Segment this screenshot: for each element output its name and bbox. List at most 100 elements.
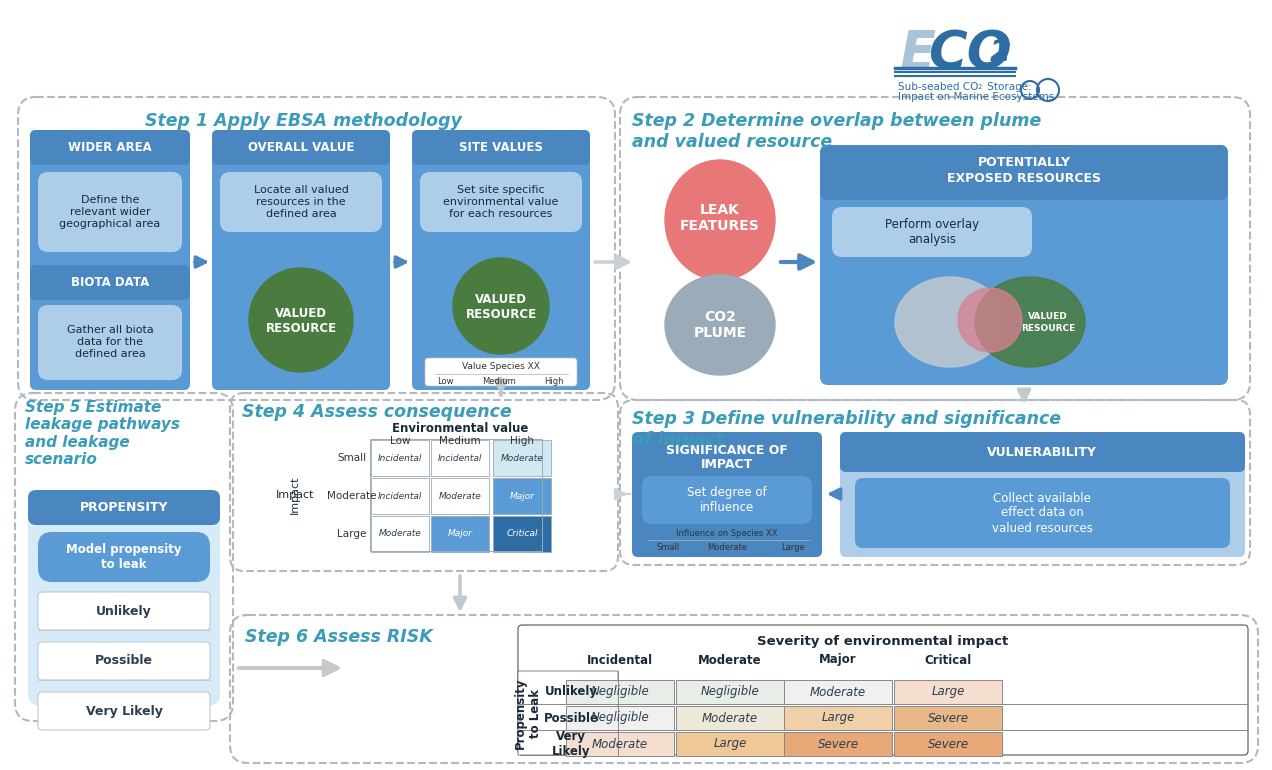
Text: 2: 2 [990,38,1011,67]
Text: Critical: Critical [506,530,538,538]
Text: RESOURCE: RESOURCE [1021,323,1075,333]
Text: SIGNIFICANCE OF: SIGNIFICANCE OF [667,444,787,457]
Text: Major: Major [510,491,534,500]
Text: Moderate: Moderate [379,530,421,538]
Bar [784,680,892,704]
Text: Low: Low [436,377,453,386]
Text: Sub-seabed CO: Sub-seabed CO [898,82,978,92]
FancyBboxPatch shape [855,478,1230,548]
Bar [784,706,892,730]
FancyBboxPatch shape [820,145,1227,200]
Text: VALUED: VALUED [275,306,327,320]
Text: Impact on Marine Ecosystems: Impact on Marine Ecosystems [898,92,1054,102]
Ellipse shape [895,277,1005,367]
Text: Large: Large [822,711,855,725]
FancyBboxPatch shape [28,490,220,525]
FancyBboxPatch shape [212,130,391,390]
Text: Step 3 Define vulnerability and significance
of impact: Step 3 Define vulnerability and signific… [632,410,1061,449]
Text: Storage:: Storage: [985,82,1032,92]
Text: FEATURES: FEATURES [681,219,759,233]
Text: Value Species XX: Value Species XX [462,361,539,370]
FancyBboxPatch shape [412,130,590,390]
Text: BIOTA DATA: BIOTA DATA [71,276,149,289]
Bar [784,732,892,756]
Text: Medium: Medium [439,436,481,446]
Text: PLUME: PLUME [693,326,747,340]
Circle shape [958,288,1021,352]
Text: Incidental: Incidental [378,491,422,500]
Text: Very
Likely: Very Likely [552,730,590,758]
Text: Low: Low [389,436,411,446]
Text: Large: Large [781,544,805,553]
FancyBboxPatch shape [31,130,190,390]
Text: Moderate: Moderate [591,738,647,751]
Text: LEAK: LEAK [700,203,740,217]
Bar [431,516,488,552]
Text: Define the
relevant wider
geographical area: Define the relevant wider geographical a… [60,196,160,229]
Text: Unlikely: Unlikely [97,604,151,618]
Text: 2: 2 [978,84,982,90]
FancyBboxPatch shape [518,625,1248,755]
Text: Step 5 Estimate
leakage pathways
and leakage
scenario: Step 5 Estimate leakage pathways and lea… [25,400,181,467]
Text: SITE VALUES: SITE VALUES [459,140,543,153]
Text: VULNERABILITY: VULNERABILITY [987,446,1096,458]
FancyBboxPatch shape [220,172,382,232]
Bar [431,478,488,514]
Text: Moderate: Moderate [327,491,377,501]
Bar [894,732,1002,756]
Bar [566,732,674,756]
Text: Moderate: Moderate [501,454,543,463]
Text: Step 6 Assess RISK: Step 6 Assess RISK [245,628,432,646]
FancyBboxPatch shape [38,532,210,582]
Text: Environmental value: Environmental value [392,421,528,434]
Text: Collect available
effect data on
valued resources: Collect available effect data on valued … [992,491,1093,534]
Text: RESOURCE: RESOURCE [466,307,537,320]
Text: PROPENSITY: PROPENSITY [80,500,168,514]
Text: Large: Large [337,529,366,539]
FancyBboxPatch shape [31,265,190,300]
Text: Very Likely: Very Likely [85,705,163,718]
Text: VALUED: VALUED [1028,312,1068,320]
FancyBboxPatch shape [632,432,822,557]
FancyBboxPatch shape [820,145,1227,385]
Text: Small: Small [337,453,366,463]
Text: Propensity
to Leak: Propensity to Leak [514,678,542,748]
Text: OVERALL VALUE: OVERALL VALUE [248,140,354,153]
Text: Incidental: Incidental [586,654,653,667]
Bar [371,440,429,476]
Text: Severe: Severe [927,738,968,751]
Text: Moderate: Moderate [707,544,747,553]
FancyBboxPatch shape [38,592,210,630]
Bar [566,680,674,704]
Text: RESOURCE: RESOURCE [266,322,337,334]
Bar [894,706,1002,730]
FancyBboxPatch shape [425,358,577,386]
Ellipse shape [665,275,775,375]
FancyBboxPatch shape [840,432,1245,472]
Text: Moderate: Moderate [439,491,481,500]
Text: Unlikely: Unlikely [544,685,598,698]
Text: Moderate: Moderate [810,685,866,698]
FancyBboxPatch shape [38,172,182,252]
Circle shape [249,268,354,372]
Ellipse shape [976,277,1085,367]
Ellipse shape [665,160,775,280]
Text: E: E [901,28,936,80]
FancyBboxPatch shape [38,642,210,680]
Text: Possible: Possible [95,654,153,668]
FancyBboxPatch shape [420,172,583,232]
FancyBboxPatch shape [38,692,210,730]
Text: Step 4 Assess consequence: Step 4 Assess consequence [242,403,511,421]
Bar [494,478,551,514]
Text: Step 2 Determine overlap between plume
and valued resource: Step 2 Determine overlap between plume a… [632,112,1042,151]
Bar [371,516,429,552]
Bar [494,440,551,476]
FancyBboxPatch shape [642,476,812,524]
Text: Medium: Medium [482,377,516,386]
Text: Step 1 Apply EBSA methodology: Step 1 Apply EBSA methodology [145,112,462,130]
Text: Critical: Critical [925,654,972,667]
Text: CO2: CO2 [705,310,736,324]
Bar [494,516,551,552]
Text: Set site specific
environmental value
for each resources: Set site specific environmental value fo… [444,186,558,219]
Text: Severity of environmental impact: Severity of environmental impact [757,634,1009,648]
